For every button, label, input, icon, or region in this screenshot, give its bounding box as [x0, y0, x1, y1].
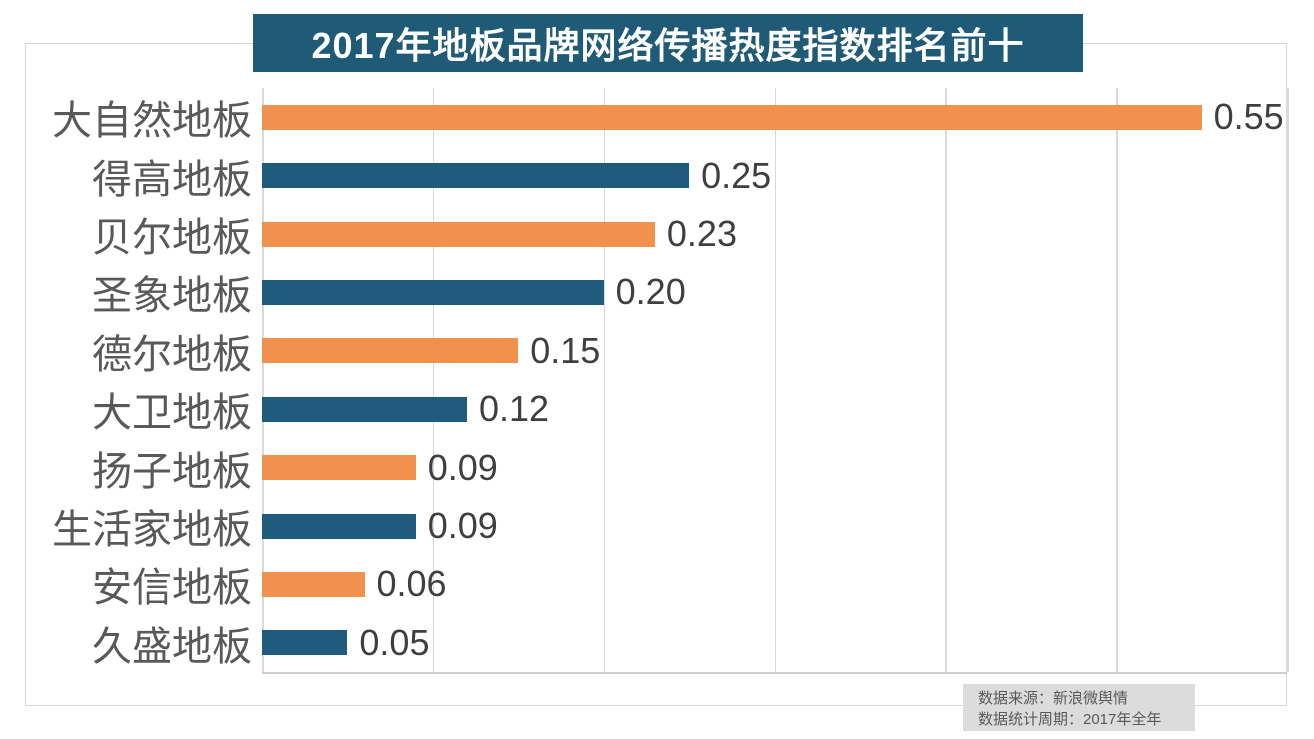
source-note-line: 数据来源：新浪微舆情: [978, 690, 1129, 707]
category-label: 圣象地板: [92, 274, 252, 319]
bar-row: 安信地板 0.06: [92, 555, 1287, 613]
bar: [262, 104, 1202, 130]
x-axis-line: [262, 672, 1287, 674]
bar: [262, 338, 519, 364]
plot-border-frame: [25, 43, 1287, 706]
value-label: 0.09: [427, 446, 498, 488]
value-label: 0.06: [376, 563, 447, 605]
gridline: [432, 88, 435, 672]
value-label: 0.12: [479, 388, 550, 430]
gridline: [1116, 88, 1118, 672]
bar-row: 生活家地板 0.09: [52, 497, 1287, 555]
value-label: 0.15: [530, 329, 601, 371]
bar: [262, 396, 467, 422]
category-label: 生活家地板: [52, 508, 252, 553]
bar: [262, 221, 655, 247]
value-label: 0.55: [1213, 96, 1284, 138]
value-label: 0.23: [666, 213, 737, 255]
bar: [262, 279, 604, 305]
value-label: 0.20: [615, 271, 686, 313]
plot-area: 大自然地板 0.55 得高地板 0.25 贝尔地板 0.23 圣象地板 0.20 德尔地板 0.1…: [52, 88, 1289, 674]
bar-row: 得高地板 0.25: [92, 146, 1287, 204]
bar: [262, 163, 690, 189]
bar: [262, 571, 365, 597]
source-note-box: 数据来源：新浪微舆情 数据统计周期：2017年全年: [963, 684, 1195, 731]
category-label: 扬子地板: [92, 449, 252, 494]
bar-row: 大自然地板 0.55: [52, 88, 1287, 146]
bar-row: 贝尔地板 0.23: [92, 205, 1287, 263]
value-label: 0.09: [427, 505, 498, 547]
period-note-line: 数据统计周期：2017年全年: [978, 711, 1162, 728]
category-label: 得高地板: [92, 157, 252, 202]
bar: [262, 630, 348, 656]
gridline: [1287, 88, 1289, 672]
gridline: [945, 88, 947, 672]
value-label: 0.05: [359, 621, 430, 663]
chart-title: 2017年地板品牌网络传播热度指数排名前十: [253, 14, 1083, 72]
bar: [262, 513, 416, 539]
category-label: 大自然地板: [52, 99, 252, 144]
category-label: 德尔地板: [92, 332, 252, 377]
gridline: [262, 88, 264, 672]
bar-rows: 大自然地板 0.55 得高地板 0.25 贝尔地板 0.23 圣象地板 0.20 德尔地板 0.1…: [52, 88, 1287, 672]
category-label: 大卫地板: [92, 391, 252, 436]
bar-row: 大卫地板 0.12: [92, 380, 1287, 438]
category-label: 久盛地板: [92, 624, 252, 669]
category-label: 贝尔地板: [92, 216, 252, 261]
bar-row: 久盛地板 0.05: [92, 614, 1287, 672]
bar-row: 德尔地板 0.15: [92, 322, 1287, 380]
bar-row: 扬子地板 0.09: [92, 438, 1287, 496]
bar: [262, 455, 416, 481]
value-label: 0.25: [701, 154, 772, 196]
gridline: [774, 88, 776, 672]
gridline: [603, 88, 606, 672]
category-label: 安信地板: [92, 566, 252, 611]
bar-row: 圣象地板 0.20: [92, 263, 1287, 321]
